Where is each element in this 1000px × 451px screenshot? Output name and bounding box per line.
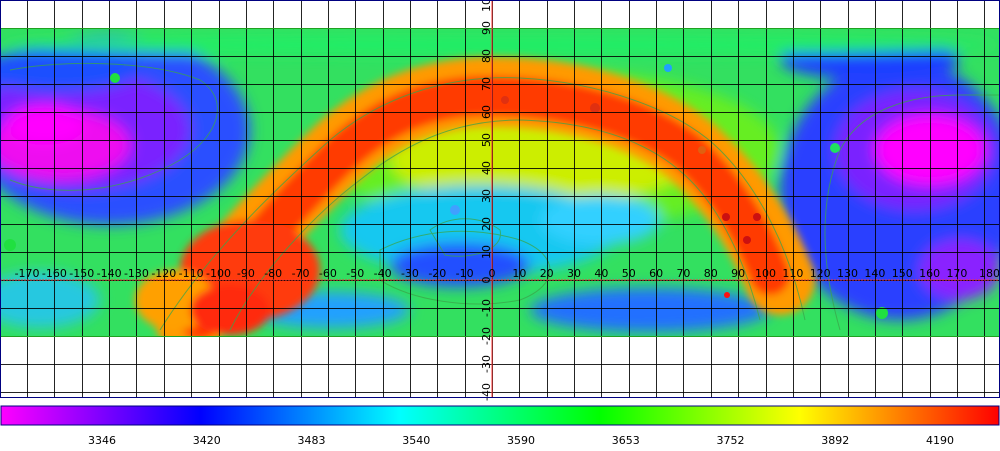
longitude-tick-label: 20 xyxy=(540,267,554,280)
longitude-tick-label: -30 xyxy=(401,267,419,280)
longitude-tick-label: 30 xyxy=(567,267,581,280)
longitude-tick-label: 130 xyxy=(837,267,858,280)
longitude-tick-label: 170 xyxy=(946,267,967,280)
longitude-tick-label: 0 xyxy=(489,267,496,280)
longitude-tick-label: 60 xyxy=(649,267,663,280)
longitude-tick-label: -60 xyxy=(319,267,337,280)
longitude-tick-label: 10 xyxy=(512,267,526,280)
colorbar-label: 3590 xyxy=(507,434,535,447)
colorbar-label: 3892 xyxy=(821,434,849,447)
longitude-tick-label: -160 xyxy=(42,267,67,280)
elevation-field xyxy=(0,28,1000,337)
colorbar-label: 4190 xyxy=(926,434,954,447)
colorbar: 3346 3420 3483 3540 3590 3653 3752 3892 4190 xyxy=(0,405,1000,447)
latitude-tick-label: -10 xyxy=(480,299,493,317)
longitude-tick-label: -10 xyxy=(456,267,474,280)
longitude-tick-label: 150 xyxy=(892,267,913,280)
latitude-tick-label: 40 xyxy=(480,161,493,175)
latitude-tick-label: 70 xyxy=(480,77,493,91)
longitude-tick-label: -40 xyxy=(374,267,392,280)
longitude-tick-label: 80 xyxy=(704,267,718,280)
colorbar-label: 3653 xyxy=(612,434,640,447)
longitude-tick-label: -140 xyxy=(97,267,122,280)
latitude-tick-label: 60 xyxy=(480,105,493,119)
longitude-tick-label: -20 xyxy=(428,267,446,280)
latitude-tick-labels: 90 80 70 60 50 40 30 20 10 0 -10 -20 -30 -40 10 xyxy=(480,0,493,401)
longitude-tick-label: -150 xyxy=(69,267,94,280)
latitude-tick-label: 0 xyxy=(480,277,493,284)
colorbar-gradient xyxy=(0,405,1000,426)
longitude-tick-label: -70 xyxy=(292,267,310,280)
latitude-tick-label: 50 xyxy=(480,133,493,147)
latitude-tick-label: 10 xyxy=(480,245,493,259)
longitude-tick-label: -170 xyxy=(15,267,40,280)
longitude-tick-label: 50 xyxy=(622,267,636,280)
longitude-tick-label: -100 xyxy=(206,267,231,280)
colorbar-labels: 3346 3420 3483 3540 3590 3653 3752 3892 4190 xyxy=(88,434,954,447)
latitude-tick-label: 80 xyxy=(480,49,493,63)
longitude-tick-label: 90 xyxy=(731,267,745,280)
latitude-tick-label: -40 xyxy=(480,383,493,401)
longitude-tick-label: 70 xyxy=(676,267,690,280)
colorbar-label: 3483 xyxy=(298,434,326,447)
longitude-tick-labels: -170 -160 -150 -140 -130 -120 -110 -100 -90 -80 -7… xyxy=(15,267,1000,280)
longitude-tick-label: -90 xyxy=(237,267,255,280)
colorbar-label: 3752 xyxy=(717,434,745,447)
colorbar-label: 3420 xyxy=(193,434,221,447)
longitude-tick-label: -80 xyxy=(264,267,282,280)
colorbar-label: 3540 xyxy=(402,434,430,447)
longitude-tick-label: 180 xyxy=(979,267,1000,280)
longitude-tick-label: 160 xyxy=(919,267,940,280)
latitude-tick-label: 30 xyxy=(480,189,493,203)
latitude-tick-label: 20 xyxy=(480,217,493,231)
latitude-tick-label: -20 xyxy=(480,327,493,345)
colorbar-label: 3346 xyxy=(88,434,116,447)
latitude-tick-label: -30 xyxy=(480,355,493,373)
longitude-tick-label: 110 xyxy=(782,267,803,280)
longitude-tick-label: -120 xyxy=(151,267,176,280)
longitude-tick-label: 40 xyxy=(594,267,608,280)
longitude-tick-label: -50 xyxy=(346,267,364,280)
longitude-tick-label: -110 xyxy=(179,267,204,280)
latitude-tick-label: 10 xyxy=(480,0,493,12)
longitude-tick-label: 100 xyxy=(755,267,776,280)
latitude-tick-label: 90 xyxy=(480,21,493,35)
longitude-tick-label: -130 xyxy=(124,267,149,280)
longitude-tick-label: 140 xyxy=(864,267,885,280)
longitude-tick-label: 120 xyxy=(810,267,831,280)
